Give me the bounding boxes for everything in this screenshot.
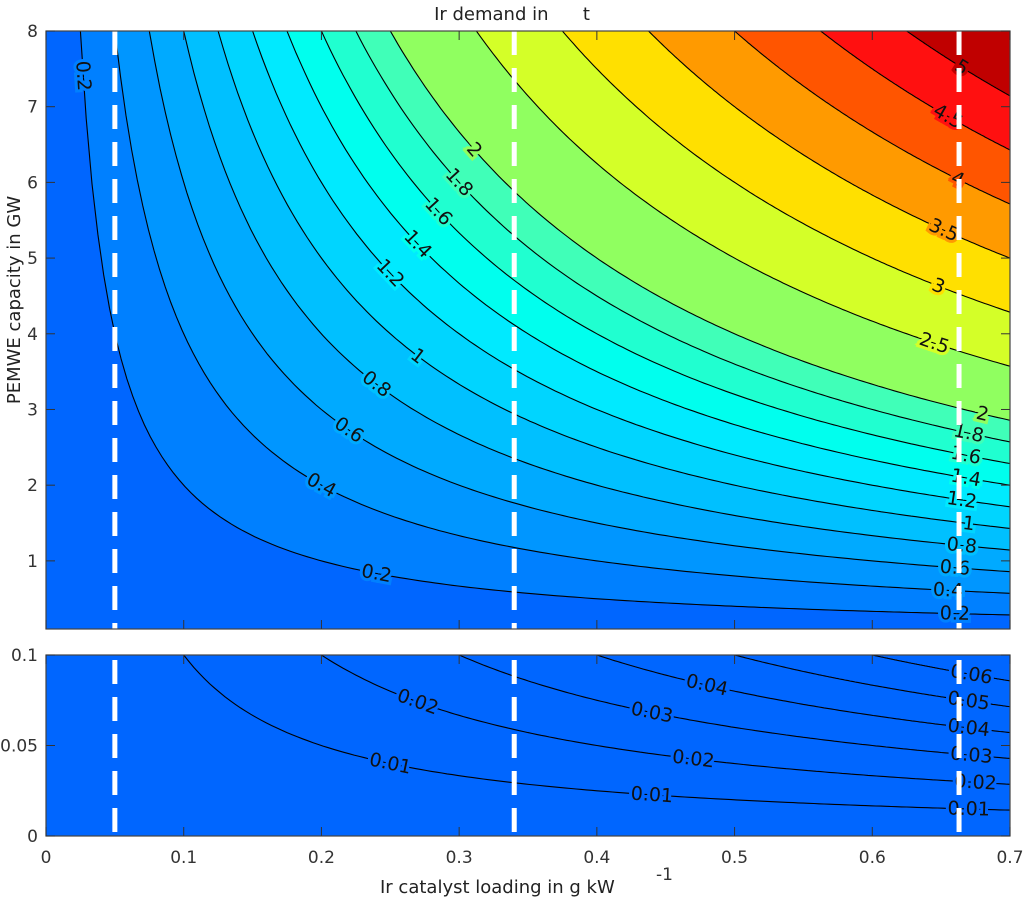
y-tick-label: 8 <box>27 22 38 42</box>
y-tick-label: 5 <box>27 249 38 269</box>
contour-label: 0.03 <box>949 742 993 768</box>
contour-label: 0.6 <box>939 556 971 580</box>
contour-line-4.5 <box>820 31 1010 151</box>
x-axis-label-superscript: -1 <box>656 865 673 885</box>
contour-line-1 <box>217 31 1010 529</box>
y-tick-label: 2 <box>27 476 38 496</box>
contour-line-0.02 <box>321 655 1010 785</box>
contour-line-0.03 <box>458 655 1010 759</box>
y-tick-label: 3 <box>27 400 38 420</box>
contour-line-1.4 <box>286 31 1010 486</box>
x-tick-label: 0.5 <box>721 848 748 868</box>
contour-line-0.05 <box>734 655 1010 708</box>
contour-line-0.4 <box>114 31 1010 594</box>
contour-line-0.8 <box>183 31 1010 551</box>
y-tick-label: 1 <box>27 552 38 572</box>
contour-line-0.06 <box>872 655 1010 682</box>
contour-label: 0.01 <box>947 797 990 820</box>
contour-label: 1 <box>961 512 976 535</box>
contour-line-0.01 <box>183 655 1010 811</box>
contour-line-4 <box>734 31 1010 205</box>
contour-line-0.6 <box>148 31 1010 573</box>
contour-line-1.2 <box>252 31 1010 508</box>
contour-band-16 <box>906 31 1010 96</box>
contour-line-3 <box>561 31 1010 313</box>
contour-label: 1.2 <box>945 487 978 513</box>
x-tick-label: 0.7 <box>996 848 1023 868</box>
contour-line-0.2 <box>79 31 1010 616</box>
x-tick-label: 0 <box>41 848 52 868</box>
contour-label: 0.2 <box>940 602 971 625</box>
x-tick-label: 0.2 <box>308 848 335 868</box>
x-tick-label: 0.3 <box>446 848 473 868</box>
y-tick-label: 0 <box>27 827 38 847</box>
x-tick-label: 0.6 <box>859 848 886 868</box>
y-tick-label: 0.1 <box>11 646 38 666</box>
x-tick-label: 0.4 <box>583 848 610 868</box>
panel-1: 0.20.20.20.40.40.60.60.80.8111.21.21.41.… <box>46 31 1010 629</box>
axes-box-1 <box>45 30 1011 630</box>
contour-line-5 <box>906 31 1010 97</box>
contour-line-1.6 <box>320 31 1010 465</box>
x-axis-label: Ir catalyst loading in g kW <box>380 877 615 898</box>
contour-label: 1.4 <box>949 464 983 491</box>
contour-band-0 <box>46 655 1010 836</box>
contour-label: 0.2 <box>71 60 95 92</box>
contour-line-2.5 <box>475 31 1010 367</box>
y-axis-label: PEMWE capacity in GW <box>4 196 25 404</box>
y-tick-label: 7 <box>27 98 38 118</box>
contour-line-3.5 <box>648 31 1010 259</box>
contour-label: 0.01 <box>630 782 674 807</box>
panel-2: 0.010.010.010.020.020.020.030.030.040.04… <box>46 655 1010 836</box>
y-tick-label: 4 <box>27 325 38 345</box>
contour-line-2 <box>389 31 1010 421</box>
x-tick-label: 0.1 <box>170 848 197 868</box>
chart-title: Ir demand in t <box>434 4 590 25</box>
y-tick-label: 0.05 <box>0 737 38 757</box>
contour-label: 0.8 <box>946 533 978 558</box>
contour-line-0.04 <box>596 655 1010 734</box>
y-tick-label: 6 <box>27 173 38 193</box>
contour-line-1.8 <box>355 31 1010 443</box>
